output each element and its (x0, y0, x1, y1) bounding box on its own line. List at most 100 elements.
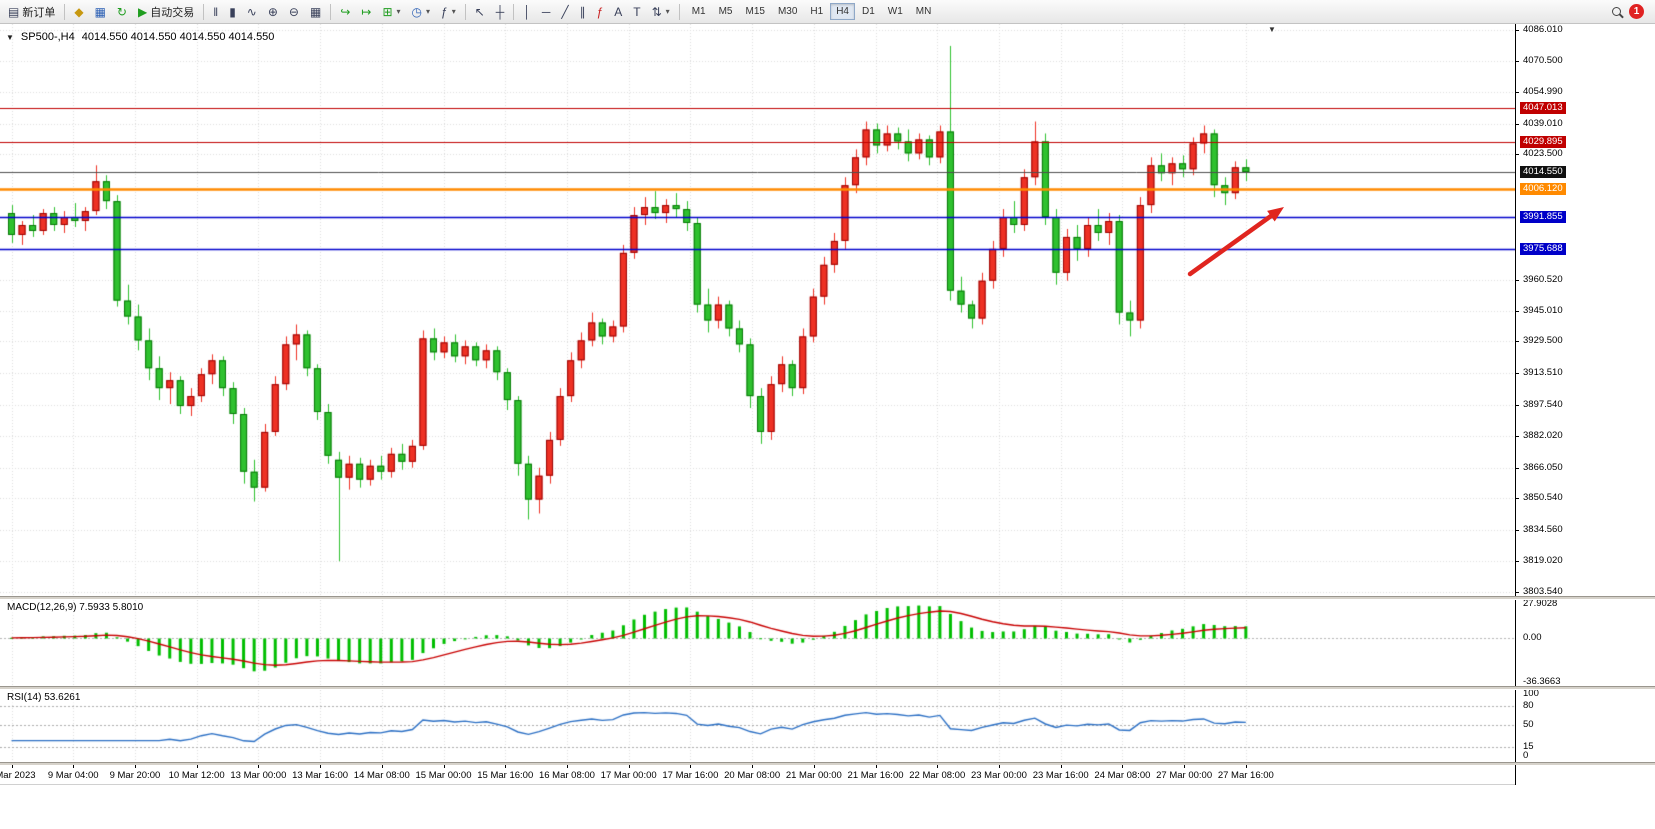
price-axis-label: 3834.560 (1523, 524, 1563, 536)
navigator-icon: ↻ (116, 4, 127, 19)
time-axis-label: 21 Mar 00:00 (785, 770, 842, 781)
rsi-axis-label: 100 (1523, 688, 1539, 699)
price-axis-label: 3803.540 (1523, 586, 1563, 597)
zoom-out-button[interactable]: ⊖ (284, 2, 304, 22)
navigator-button[interactable]: ↻ (112, 2, 132, 22)
panel-separator[interactable] (0, 762, 1655, 765)
price-axis-tick (1516, 280, 1519, 281)
bar-chart-button[interactable]: ‖ (208, 2, 223, 22)
macd-panel-canvas[interactable] (0, 600, 1515, 686)
price-chart-canvas[interactable] (0, 24, 1515, 596)
chart-shift-button[interactable]: ↦ (356, 2, 376, 22)
price-axis[interactable]: 4086.010 4070.500 4054.990 4047.013 4039.010… (1515, 24, 1655, 785)
price-axis-label: 4086.010 (1523, 24, 1563, 35)
arrow-tools-dropdown[interactable]: ⇅ ▾ (647, 2, 675, 22)
time-axis-label: 23 Mar 00:00 (970, 770, 1027, 781)
price-axis-tick (1516, 341, 1519, 342)
bar-chart-icon: ‖ (213, 4, 219, 19)
rsi-panel-canvas[interactable] (0, 690, 1515, 762)
price-marker-blue: 3975.688 (1520, 243, 1566, 256)
panel-separator[interactable] (0, 686, 1655, 690)
time-axis-tick (567, 765, 568, 768)
new-order-icon: ▤ (8, 4, 20, 19)
tile-windows-icon: ▦ (309, 4, 322, 19)
time-axis-label: 13 Mar 00:00 (230, 770, 287, 781)
fibonacci-icon: ƒ (596, 4, 604, 19)
timeframe-m5[interactable]: M5 (713, 3, 739, 20)
time-axis-label: 8 Mar 2023 (0, 770, 36, 781)
timeframe-h1[interactable]: H1 (804, 3, 829, 20)
auto-scroll-icon: ↪ (340, 4, 351, 19)
text-tool-button[interactable]: A (609, 2, 627, 22)
timeframe-mn[interactable]: MN (910, 3, 938, 20)
timeframe-m15[interactable]: M15 (740, 3, 771, 20)
zoom-in-button[interactable]: ⊕ (263, 2, 283, 22)
new-chart-dropdown[interactable]: ⊞ ▾ (377, 2, 405, 22)
channel-button[interactable]: ∥ (575, 2, 591, 22)
timeframe-m30[interactable]: M30 (772, 3, 803, 20)
crosshair-button[interactable]: ┼ (491, 2, 510, 22)
notification-badge[interactable]: 1 (1629, 4, 1644, 19)
label-tool-button[interactable]: T (628, 2, 645, 22)
auto-trading-button[interactable]: ▶ 自动交易 (133, 2, 199, 22)
price-axis-label: 3866.050 (1523, 461, 1563, 473)
main-toolbar: ▤ 新订单 ◆ ▦ ↻ ▶ 自动交易 ‖ ▮ ∿ ⊕ ⊖ ▦ ↪ ↦ ⊞ ▾ ◷ ▾… (0, 0, 1655, 24)
symbol-period-label: SP500-,H4 (20, 31, 75, 43)
price-axis-tick (1516, 154, 1519, 155)
cursor-button[interactable]: ↖ (470, 2, 490, 22)
price-axis-label: 3882.020 (1523, 429, 1563, 441)
macd-axis-label: 0.00 (1523, 631, 1542, 643)
price-axis-tick (1516, 405, 1519, 406)
collapse-ohlc-icon[interactable]: ▼ (6, 32, 14, 42)
horizontal-line-button[interactable]: ─ (537, 2, 556, 22)
price-marker-black: 4014.550 (1520, 166, 1566, 179)
data-window-button[interactable]: ▦ (90, 2, 111, 22)
trendline-button[interactable]: ╱ (556, 2, 573, 22)
price-marker-red: 4029.895 (1520, 135, 1566, 148)
vertical-line-button[interactable]: │ (518, 2, 536, 22)
profiles-dropdown[interactable]: ◷ ▾ (407, 2, 436, 22)
time-axis-tick (258, 765, 259, 768)
time-axis-tick (1061, 765, 1062, 768)
timeframe-w1[interactable]: W1 (882, 3, 909, 20)
time-axis-tick (1246, 765, 1247, 768)
indicators-dropdown[interactable]: ƒ ▾ (436, 2, 461, 22)
time-axis-tick (444, 765, 445, 768)
auto-scroll-button[interactable]: ↪ (335, 2, 355, 22)
time-axis-label: 27 Mar 16:00 (1217, 770, 1274, 781)
chart-shift-marker[interactable]: ▼ (1268, 25, 1276, 34)
toolbar-separator (513, 3, 515, 20)
new-order-button[interactable]: ▤ 新订单 (3, 2, 60, 22)
time-axis-tick (12, 765, 13, 768)
time-axis-tick (135, 765, 136, 768)
time-axis-tick (505, 765, 506, 768)
fibonacci-button[interactable]: ƒ (592, 2, 609, 22)
time-axis-tick (1122, 765, 1123, 768)
channel-icon: ∥ (579, 4, 586, 19)
chart-header: ▼ SP500-,H4 4014.550 4014.550 4014.550 4… (6, 31, 274, 43)
panel-separator[interactable] (0, 596, 1655, 600)
time-axis-tick (197, 765, 198, 768)
time-axis-tick (690, 765, 691, 768)
price-axis-tick (1516, 373, 1519, 374)
cursor-icon: ↖ (474, 4, 485, 19)
price-axis-label: 3913.510 (1523, 367, 1563, 379)
time-axis-tick (629, 765, 630, 768)
market-watch-button[interactable]: ◆ (69, 2, 88, 22)
time-axis-tick (999, 765, 1000, 768)
time-axis-label: 20 Mar 08:00 (724, 770, 781, 781)
tile-windows-button[interactable]: ▦ (305, 2, 326, 22)
price-marker-orange: 4006.120 (1520, 182, 1566, 195)
search-button[interactable] (1607, 2, 1626, 22)
time-axis[interactable]: 8 Mar 2023 9 Mar 04:00 9 Mar 20:00 10 Mar 1… (0, 765, 1515, 785)
line-chart-button[interactable]: ∿ (242, 2, 262, 22)
trend-arrow-annotation[interactable] (1178, 196, 1303, 286)
timeframe-m1[interactable]: M1 (686, 3, 712, 20)
timeframe-h4[interactable]: H4 (830, 3, 855, 20)
time-axis-label: 16 Mar 08:00 (538, 770, 595, 781)
timeframe-d1[interactable]: D1 (856, 3, 881, 20)
profiles-clock-icon: ◷ (411, 4, 423, 19)
time-axis-label: 22 Mar 08:00 (909, 770, 966, 781)
price-axis-label: 4054.990 (1523, 85, 1563, 97)
candlestick-button[interactable]: ▮ (224, 2, 241, 22)
